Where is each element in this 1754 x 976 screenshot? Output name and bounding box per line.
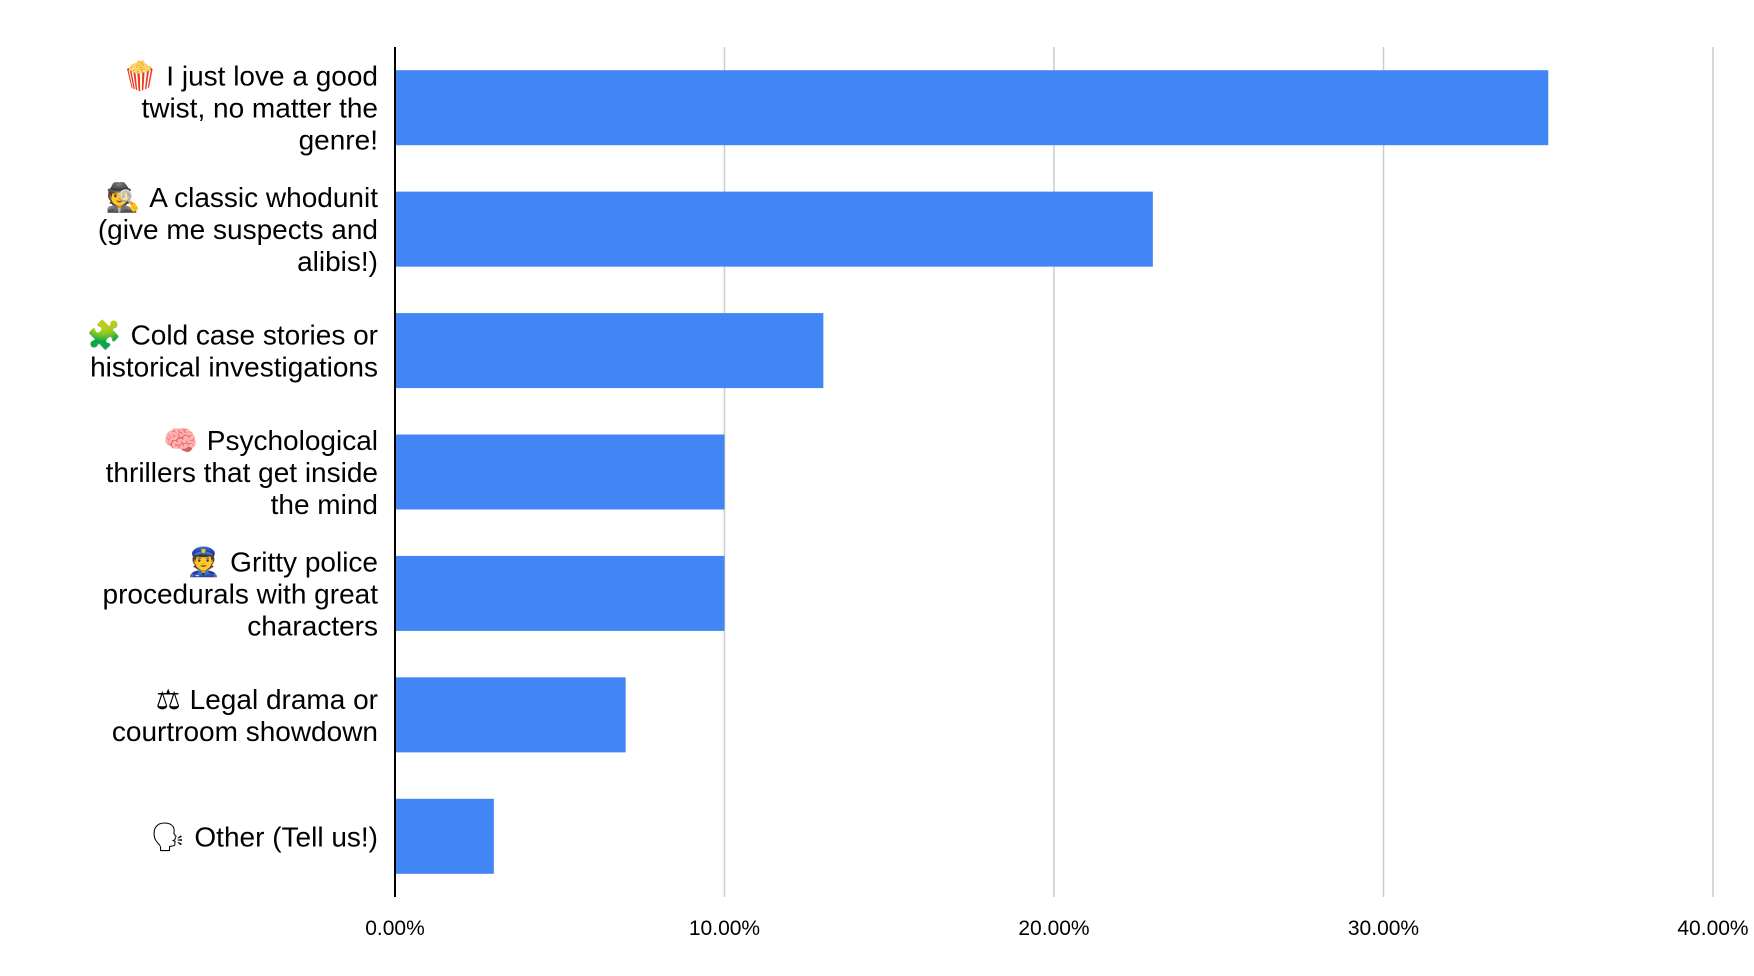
category-label-line: courtroom showdown: [112, 716, 378, 747]
detective-icon: 🕵: [105, 181, 149, 214]
category-label-line: historical investigations: [90, 352, 378, 383]
category-label-line: characters: [247, 610, 378, 641]
category-label-text: Cold case stories or: [131, 320, 378, 351]
x-tick-label-4: 40.00%: [1677, 917, 1748, 940]
category-label-6: 🗣 Other (Tell us!): [150, 820, 378, 853]
popcorn-icon: 🍿: [123, 60, 167, 93]
category-label-line: 🗣 Other (Tell us!): [150, 820, 378, 853]
category-label-4: 👮 Gritty police procedurals with great cha…: [103, 544, 379, 641]
speaking-head-icon: 🗣: [150, 820, 194, 853]
bar-6: [395, 798, 494, 874]
bar-3: [395, 434, 725, 510]
category-label-line: 🧠 Psychological: [163, 424, 378, 457]
bars: [395, 70, 1549, 874]
balance-scale-icon: ⚖: [156, 683, 190, 716]
category-label-text: Psychological: [207, 425, 378, 456]
category-labels: 🍿 I just love a good twist, no matter the…: [87, 60, 378, 854]
bar-2: [395, 313, 824, 389]
category-label-line: the mind: [271, 489, 378, 520]
bar-1: [395, 191, 1153, 267]
category-label-line: thrillers that get inside: [106, 457, 378, 488]
category-label-text: A classic whodunit: [149, 182, 378, 213]
category-label-line: 🕵 A classic whodunit: [105, 181, 378, 214]
bar-4: [395, 555, 725, 631]
gridlines: [723, 47, 1714, 897]
category-label-line: (give me suspects and: [98, 214, 378, 245]
x-tick-label-3: 30.00%: [1348, 917, 1419, 940]
category-label-5: ⚖ Legal drama or courtroom showdown: [112, 683, 378, 747]
x-tick-labels: 0.00% 10.00% 20.00% 30.00% 40.00%: [365, 917, 1748, 940]
category-label-text: Gritty police: [230, 546, 378, 577]
category-label-line: genre!: [299, 125, 378, 156]
category-label-2: 🧩 Cold case stories or historical investi…: [87, 319, 378, 383]
category-label-text: Other (Tell us!): [194, 821, 378, 852]
category-label-line: procedurals with great: [103, 578, 379, 609]
category-label-3: 🧠 Psychological thrillers that get inside…: [106, 424, 378, 520]
category-label-text: Legal drama or: [190, 684, 378, 715]
brain-icon: 🧠: [163, 424, 207, 457]
x-tick-label-0: 0.00%: [365, 917, 425, 940]
x-tick-label-2: 20.00%: [1018, 917, 1089, 940]
category-label-line: alibis!): [297, 246, 378, 277]
x-tick-label-1: 10.00%: [689, 917, 760, 940]
category-label-line: 👮 Gritty police: [186, 544, 378, 578]
category-label-line: twist, no matter the: [141, 93, 378, 124]
bar-0: [395, 70, 1549, 146]
category-label-line: ⚖ Legal drama or: [156, 683, 378, 716]
category-label-1: 🕵 A classic whodunit (give me suspects an…: [98, 181, 378, 277]
category-label-line: 🍿 I just love a good: [123, 60, 378, 93]
category-label-0: 🍿 I just love a good twist, no matter the…: [123, 60, 378, 156]
puzzle-piece-icon: 🧩: [87, 319, 131, 352]
category-label-text: I just love a good: [166, 61, 378, 92]
police-officer-icon: 👮: [186, 544, 230, 578]
category-label-line: 🧩 Cold case stories or: [87, 319, 378, 352]
bar-5: [395, 677, 626, 753]
